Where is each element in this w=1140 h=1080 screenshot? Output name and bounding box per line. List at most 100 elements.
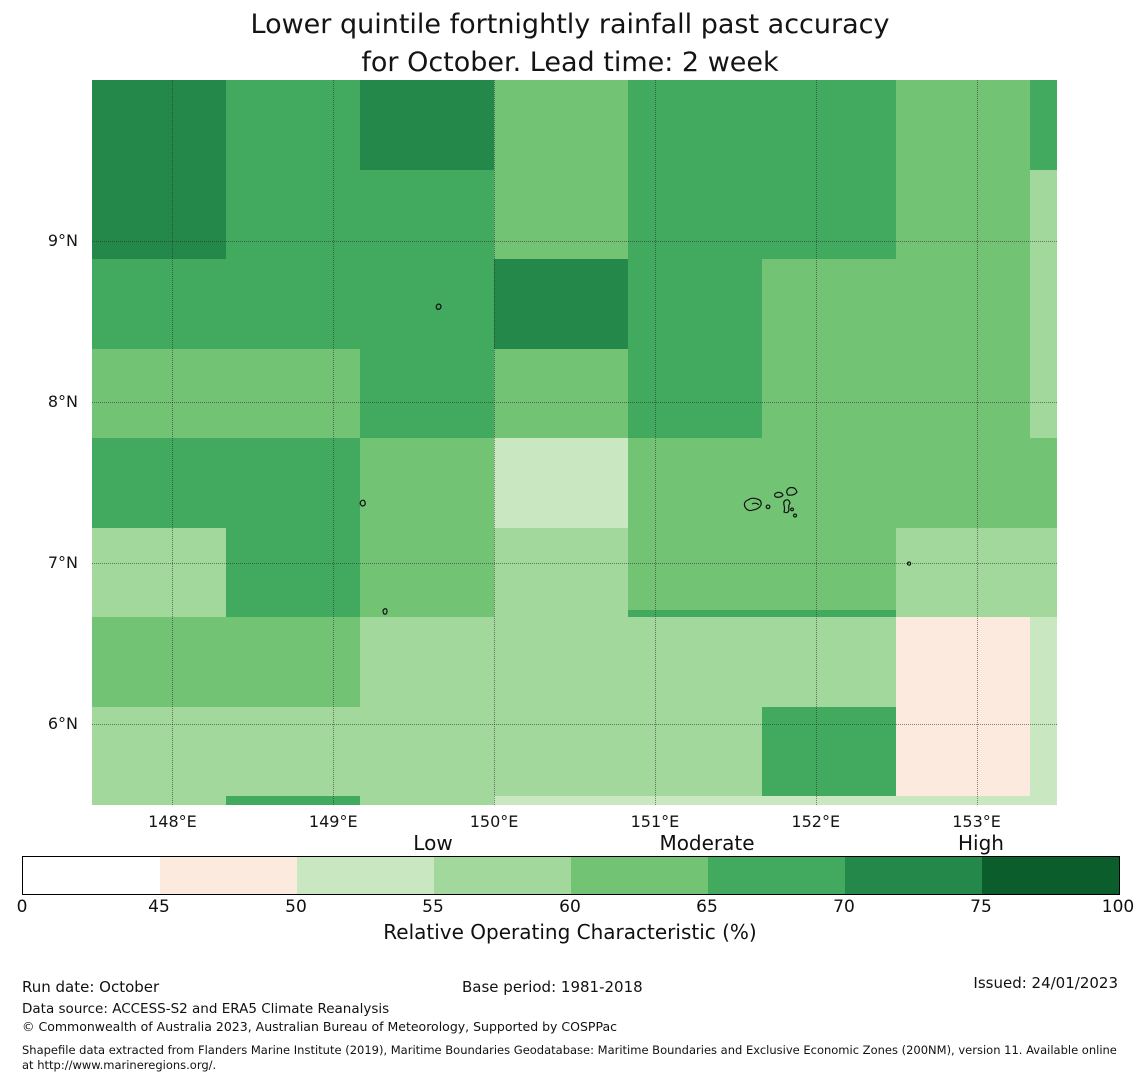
map-cell bbox=[225, 616, 361, 708]
map-cell bbox=[896, 80, 1031, 171]
colorbar-segment bbox=[160, 857, 297, 894]
map-cell bbox=[92, 80, 227, 171]
map-cell bbox=[225, 169, 361, 260]
map-cell bbox=[494, 616, 629, 708]
map-cell bbox=[896, 706, 1031, 797]
map-cell bbox=[628, 169, 763, 260]
map-cell bbox=[762, 348, 897, 439]
figure-title-line2: for October. Lead time: 2 week bbox=[361, 47, 779, 78]
x-tick-label: 148°E bbox=[148, 812, 197, 831]
colorbar-axis-label: Relative Operating Characteristic (%) bbox=[383, 920, 757, 944]
gridline bbox=[815, 80, 817, 805]
colorbar-tick-label: 100 bbox=[1101, 897, 1135, 917]
gridline bbox=[172, 80, 174, 805]
x-tick-label: 151°E bbox=[630, 812, 680, 831]
map-cell bbox=[628, 527, 763, 618]
map-cell bbox=[628, 348, 763, 439]
run-date-text: Run date: October bbox=[22, 978, 160, 996]
x-tick-label: 152°E bbox=[791, 812, 841, 831]
map-cell bbox=[360, 348, 495, 439]
colorbar-segment bbox=[23, 857, 160, 894]
map-cell bbox=[896, 795, 1031, 806]
x-tick-label: 153°E bbox=[952, 812, 1001, 831]
map-cell bbox=[92, 795, 227, 806]
map-cell bbox=[1030, 795, 1058, 806]
map-cell bbox=[1030, 80, 1058, 171]
colorbar-tick-label: 45 bbox=[148, 897, 170, 917]
map-cell bbox=[92, 348, 227, 439]
map-cell bbox=[628, 616, 763, 708]
colorbar-tick-label: 70 bbox=[833, 897, 855, 917]
map-cell bbox=[360, 437, 495, 529]
map-cell bbox=[92, 706, 227, 797]
map-cell bbox=[225, 527, 361, 618]
map-cell bbox=[628, 80, 763, 171]
category-label-moderate: Moderate bbox=[659, 831, 755, 855]
figure-title-line1: Lower quintile fortnightly rainfall past… bbox=[250, 9, 890, 40]
colorbar-segment bbox=[708, 857, 845, 894]
map-cell bbox=[494, 348, 629, 439]
map-cell bbox=[225, 795, 361, 806]
map-cell bbox=[360, 169, 495, 260]
x-tick-label: 149°E bbox=[308, 812, 358, 831]
map-cell bbox=[896, 437, 1031, 529]
map-cell bbox=[762, 795, 897, 806]
colorbar-tick-label: 75 bbox=[970, 897, 992, 917]
map-cell bbox=[896, 348, 1031, 439]
map-cell bbox=[762, 169, 897, 260]
shapefile-note-text: Shapefile data extracted from Flanders M… bbox=[22, 1043, 1117, 1072]
gridline bbox=[92, 402, 1057, 404]
y-tick-label: 6°N bbox=[47, 714, 78, 734]
map-cell bbox=[494, 706, 629, 797]
map-cell bbox=[628, 706, 763, 797]
colorbar-segment bbox=[571, 857, 708, 894]
map-cell bbox=[225, 706, 361, 797]
map-cell-patch bbox=[628, 610, 897, 617]
y-tick-label: 8°N bbox=[47, 392, 78, 412]
colorbar-tick-label: 50 bbox=[285, 897, 307, 917]
map-cell bbox=[360, 80, 495, 171]
map-cell bbox=[896, 169, 1031, 260]
map-cell bbox=[494, 258, 629, 350]
map-cell bbox=[762, 80, 897, 171]
map-cell bbox=[494, 80, 629, 171]
colorbar-segment bbox=[982, 857, 1119, 894]
colorbar bbox=[22, 856, 1120, 895]
map-cell bbox=[762, 706, 897, 797]
map-cell bbox=[494, 437, 629, 529]
map-cell bbox=[1030, 348, 1058, 439]
map-cell bbox=[1030, 706, 1058, 797]
map-cell bbox=[225, 348, 361, 439]
gridline bbox=[92, 563, 1057, 565]
issued-date-text: Issued: 24/01/2023 bbox=[973, 974, 1118, 992]
map-cell bbox=[360, 616, 495, 708]
map-cell bbox=[360, 527, 495, 618]
map-cell bbox=[762, 527, 897, 618]
map-cell bbox=[360, 706, 495, 797]
map-cell bbox=[1030, 616, 1058, 708]
map-cell bbox=[896, 527, 1031, 618]
data-source-text: Data source: ACCESS-S2 and ERA5 Climate … bbox=[22, 1001, 390, 1017]
colorbar-segment bbox=[845, 857, 982, 894]
map-cell bbox=[92, 616, 227, 708]
map-cell bbox=[1030, 527, 1058, 618]
y-tick-label: 7°N bbox=[47, 553, 78, 573]
map-plot bbox=[92, 80, 1058, 806]
map-cell bbox=[1030, 437, 1058, 529]
y-tick-label: 9°N bbox=[47, 231, 78, 251]
gridline bbox=[92, 724, 1057, 726]
colorbar-segment bbox=[297, 857, 434, 894]
copyright-text: © Commonwealth of Australia 2023, Austra… bbox=[22, 1019, 617, 1034]
map-cell bbox=[762, 258, 897, 350]
map-cell bbox=[1030, 169, 1058, 260]
map-cell bbox=[494, 795, 629, 806]
map-cell bbox=[1030, 258, 1058, 350]
colorbar-segment bbox=[434, 857, 571, 894]
gridline bbox=[333, 80, 335, 805]
map-cell bbox=[225, 258, 361, 350]
map-cell bbox=[225, 80, 361, 171]
map-cell bbox=[92, 527, 227, 618]
map-cell bbox=[225, 437, 361, 529]
map-cell bbox=[92, 258, 227, 350]
gridline bbox=[494, 80, 496, 805]
